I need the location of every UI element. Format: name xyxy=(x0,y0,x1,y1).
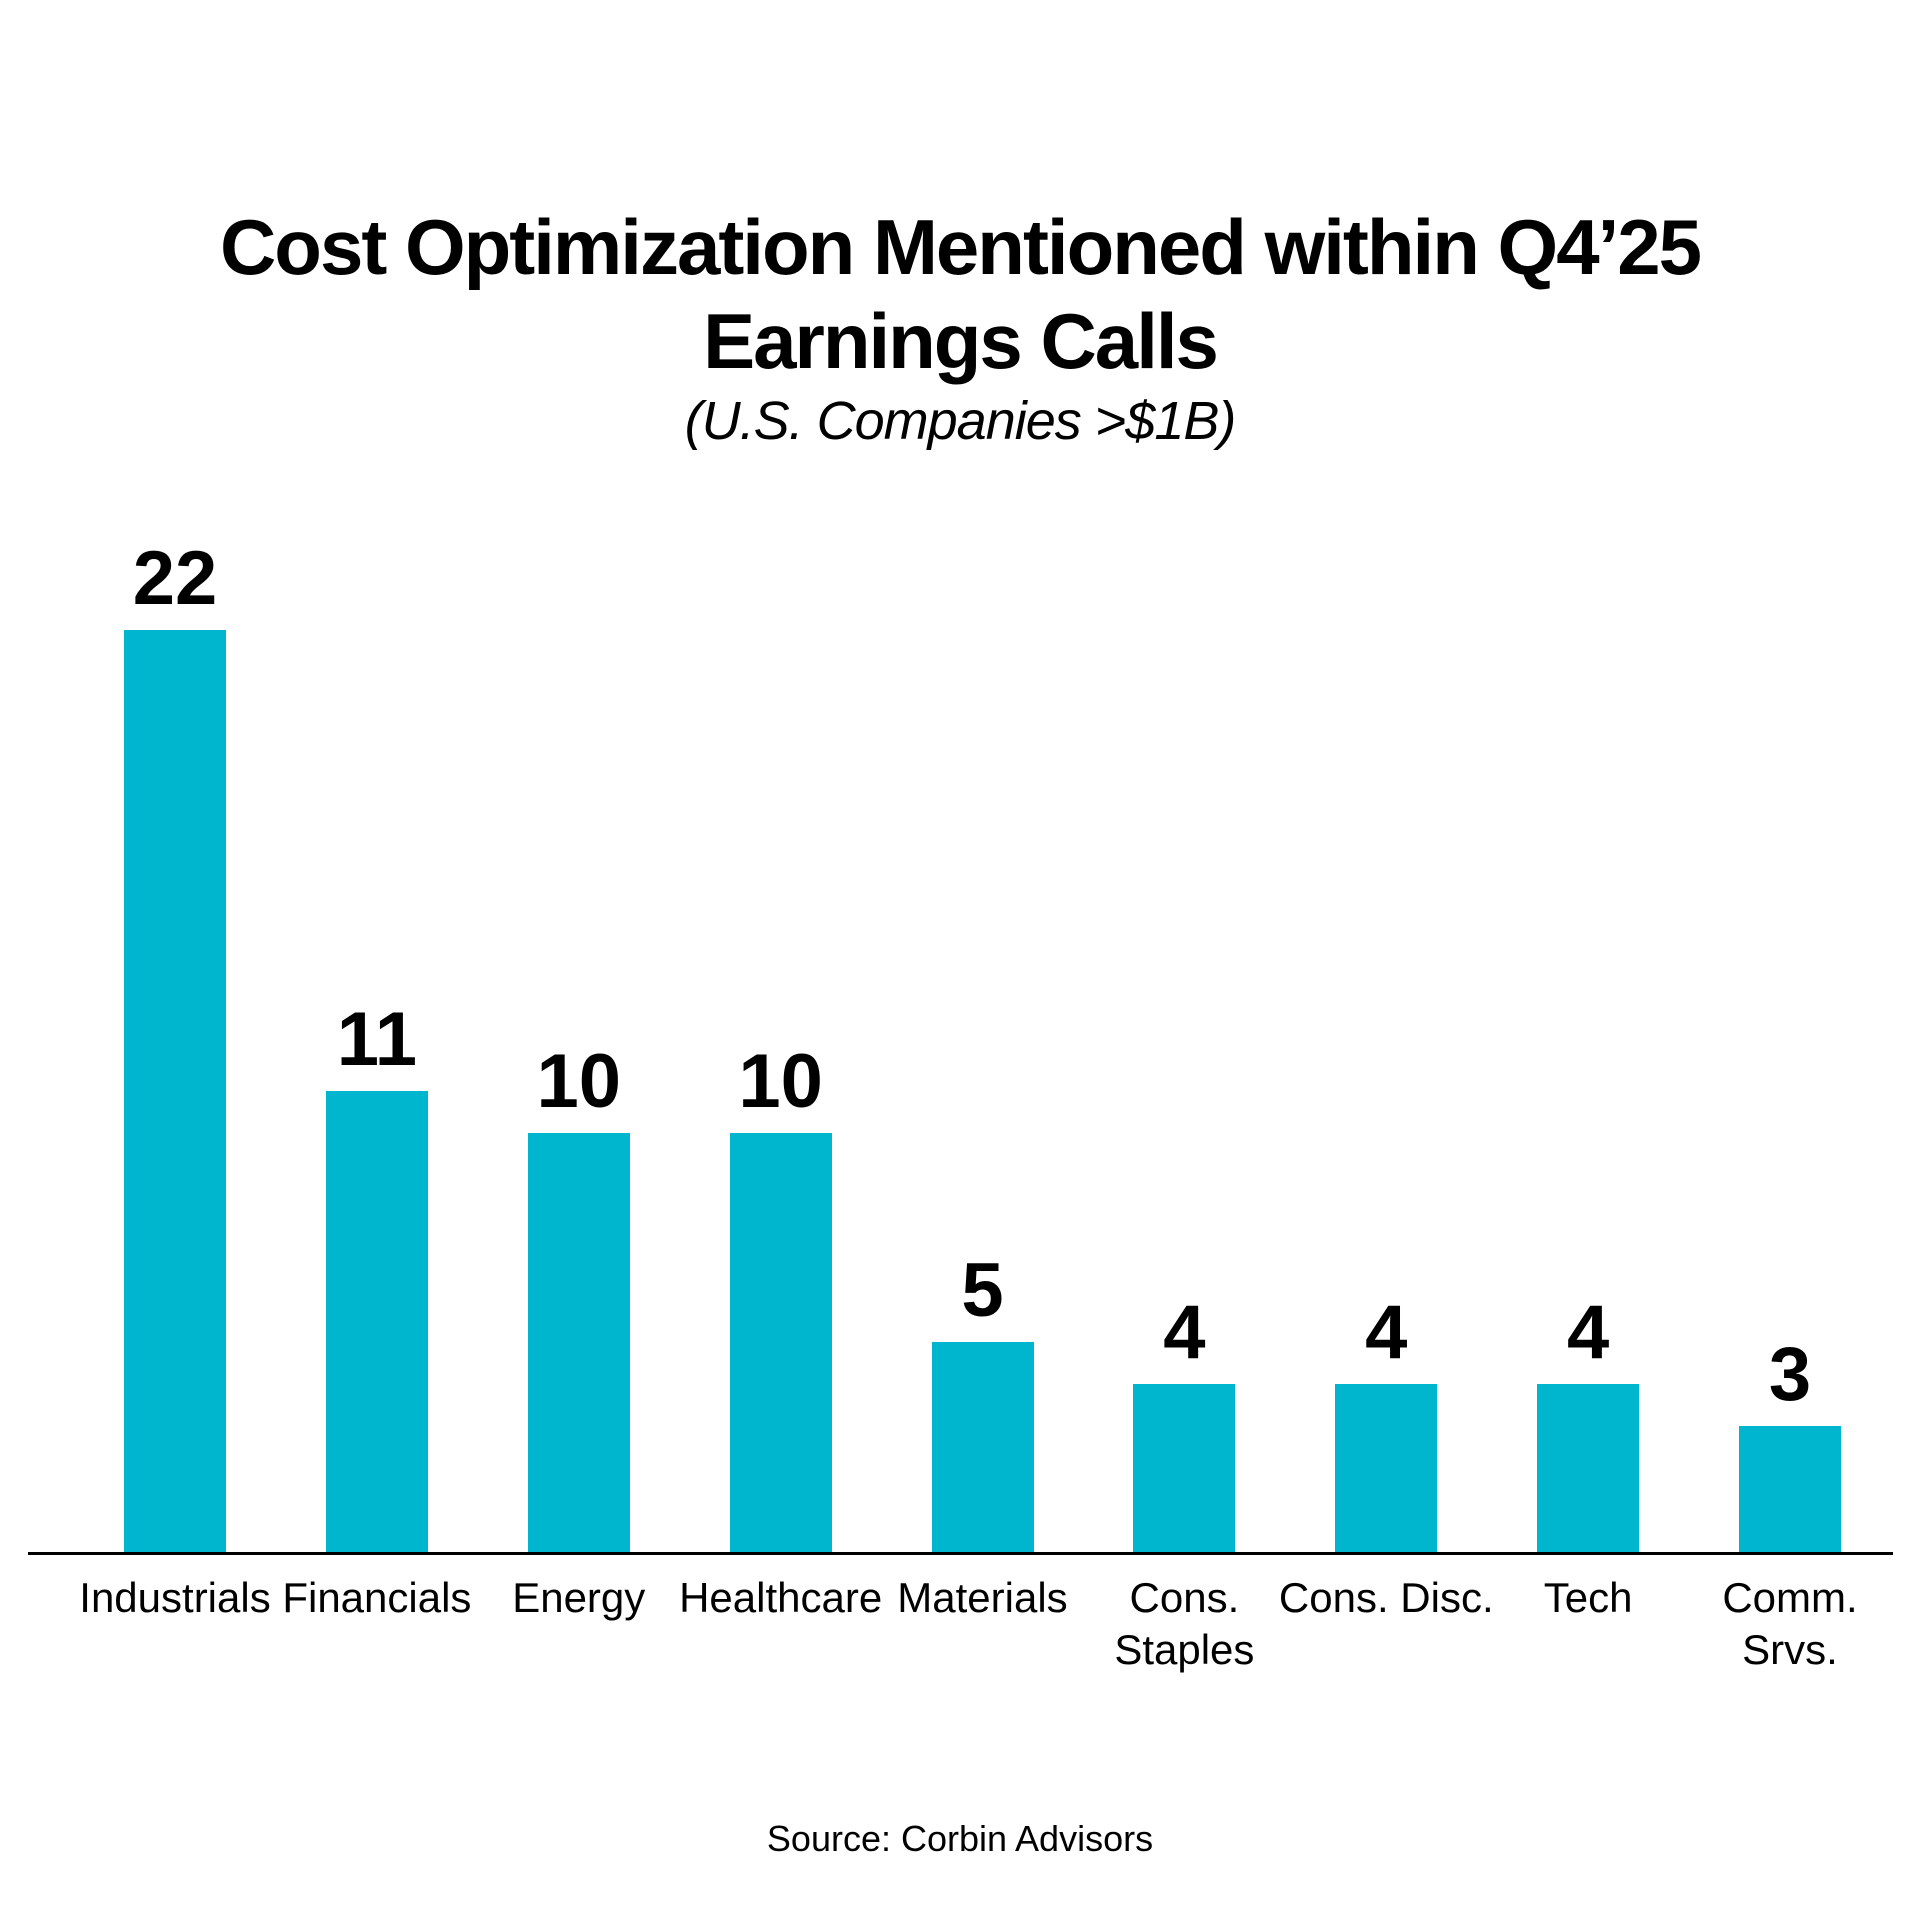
bar-column: 4 xyxy=(1284,1295,1488,1552)
x-axis-line xyxy=(28,1552,1893,1555)
category-label: Cons. Staples xyxy=(1114,1574,1255,1673)
source-note: Source: Corbin Advisors xyxy=(766,1818,1154,1859)
chart-title-line2: Earnings Calls xyxy=(703,297,1219,385)
chart-title-line1: Cost Optimization Mentioned within Q4’25 xyxy=(219,203,1702,291)
bar-value-label: 11 xyxy=(336,997,418,1082)
bar-column: 22 xyxy=(73,541,277,1552)
chart-subtitle: (U.S. Companies >$1B) xyxy=(684,391,1237,451)
bar-value-label: 4 xyxy=(1566,1290,1610,1375)
bar xyxy=(124,630,226,1552)
bar-column: 4 xyxy=(1082,1295,1286,1552)
category-label: Materials xyxy=(897,1574,1068,1621)
bar-value-label: 4 xyxy=(1365,1290,1408,1375)
category-label: Comm. Srvs. xyxy=(1722,1574,1858,1673)
bar xyxy=(931,1342,1034,1552)
category-label: Cons. Disc. xyxy=(1278,1574,1494,1621)
bar-value-label: 5 xyxy=(961,1248,1004,1333)
category-label: Industrials xyxy=(79,1574,271,1621)
bar-column: 5 xyxy=(881,1253,1085,1552)
bar xyxy=(527,1133,630,1552)
bar-value-label: 3 xyxy=(1768,1332,1812,1417)
bar-column: 3 xyxy=(1688,1337,1892,1552)
bar xyxy=(729,1133,832,1552)
bar-column: 10 xyxy=(679,1044,883,1552)
category-label: Financials xyxy=(282,1574,472,1621)
bar-column: 10 xyxy=(477,1044,681,1552)
bar xyxy=(1739,1426,1841,1552)
category-label: Tech xyxy=(1543,1574,1633,1621)
bar-value-label: 4 xyxy=(1163,1290,1206,1375)
bar-column: 11 xyxy=(275,1002,479,1552)
bar-column: 4 xyxy=(1486,1295,1690,1552)
bar xyxy=(1335,1384,1438,1552)
bar xyxy=(1133,1384,1236,1552)
category-label: Healthcare xyxy=(679,1574,883,1621)
bar xyxy=(1537,1384,1640,1552)
bar xyxy=(325,1091,428,1552)
bar-value-label: 22 xyxy=(132,536,218,621)
bar-value-label: 10 xyxy=(536,1039,622,1124)
category-label: Energy xyxy=(512,1574,646,1621)
chart-title: Cost Optimization Mentioned within Q4’25… xyxy=(0,200,1920,388)
bar-value-label: 10 xyxy=(738,1039,823,1124)
